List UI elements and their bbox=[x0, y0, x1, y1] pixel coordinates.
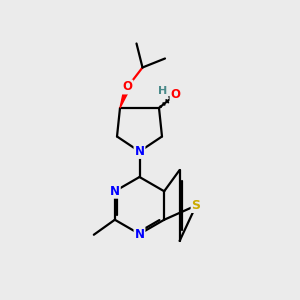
Polygon shape bbox=[120, 86, 130, 108]
Text: O: O bbox=[170, 88, 181, 101]
Text: O: O bbox=[122, 80, 133, 94]
Text: N: N bbox=[134, 145, 145, 158]
Text: N: N bbox=[134, 227, 145, 241]
Text: N: N bbox=[110, 185, 120, 198]
Text: S: S bbox=[192, 199, 201, 212]
Text: H: H bbox=[158, 86, 167, 96]
